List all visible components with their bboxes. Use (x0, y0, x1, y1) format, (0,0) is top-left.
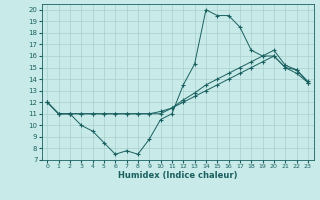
X-axis label: Humidex (Indice chaleur): Humidex (Indice chaleur) (118, 171, 237, 180)
